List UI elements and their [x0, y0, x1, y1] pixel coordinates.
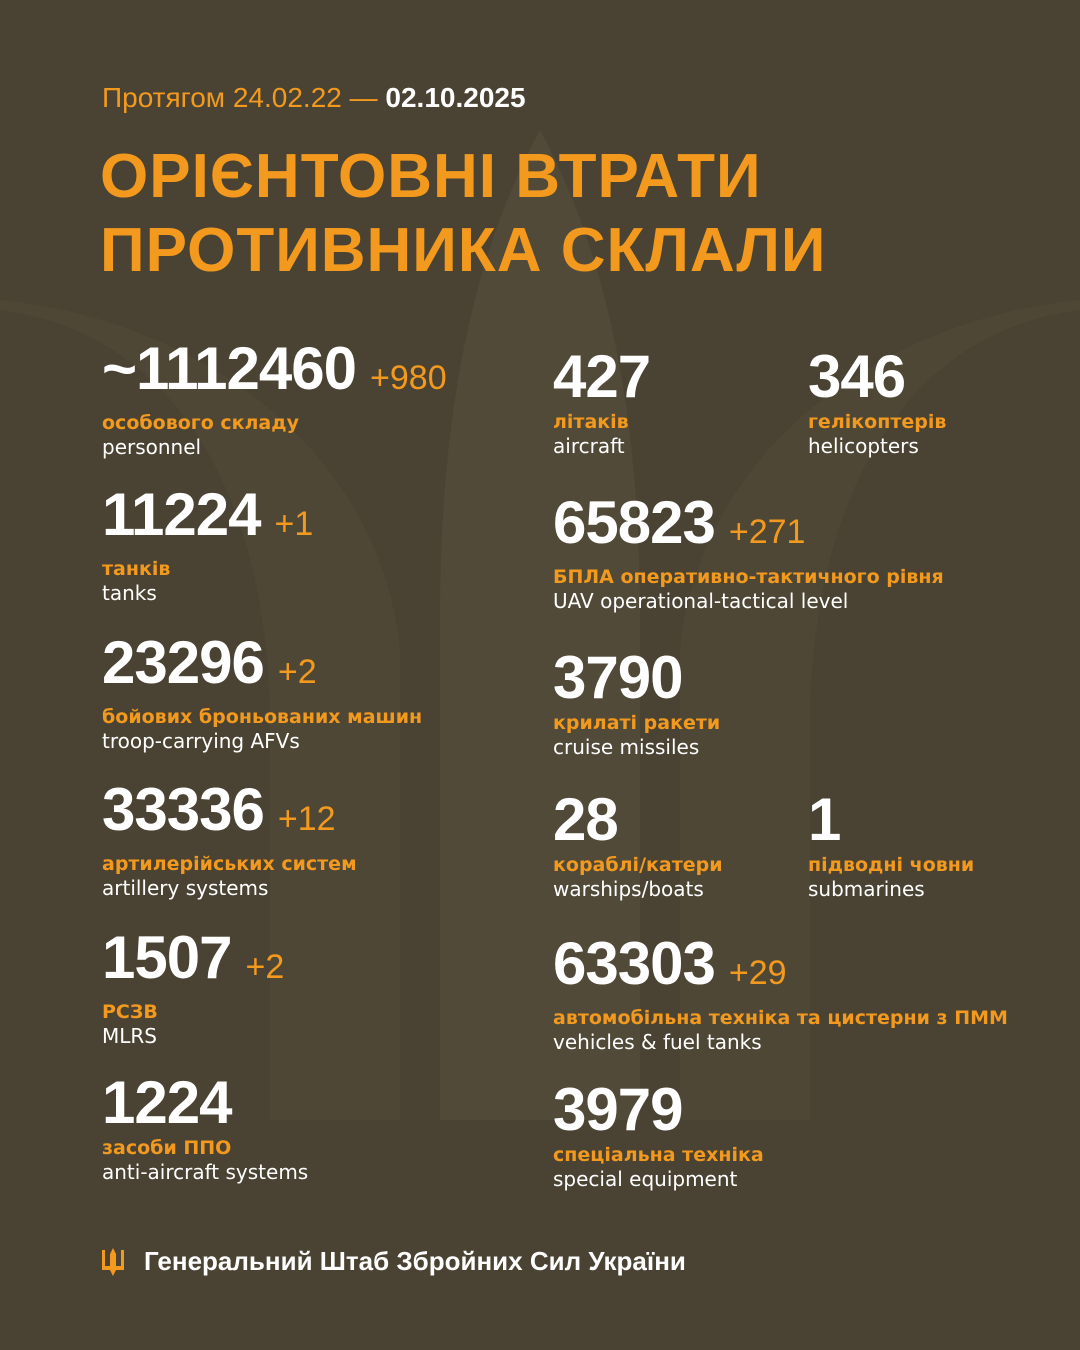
- stat-value: 28: [553, 789, 723, 851]
- stat-value: 3979: [553, 1079, 764, 1141]
- stat-number: ~1112460: [102, 335, 357, 402]
- stat-aircraft: 427 літаків aircraft: [553, 343, 651, 459]
- stat-number: 346: [808, 343, 906, 410]
- stat-number: 33336: [102, 776, 265, 843]
- stat-air-defense: 1224 засоби ППО anti-aircraft systems: [102, 1072, 308, 1185]
- stat-number: 23296: [102, 629, 265, 696]
- stat-label-en: personnel: [102, 435, 202, 459]
- stat-mlrs: 1507 +2 РСЗВ MLRS: [102, 927, 284, 1049]
- stat-number: 3979: [553, 1076, 683, 1143]
- stat-number: 65823: [553, 489, 716, 556]
- stat-personnel: ~1112460 +980 особового складу personnel: [102, 338, 447, 460]
- stat-submarines: 1 підводні човни submarines: [808, 789, 974, 902]
- stat-delta: +2: [245, 948, 285, 986]
- stat-warships: 28 кораблі/катери warships/boats: [553, 789, 723, 902]
- stat-number: 1507: [102, 924, 232, 991]
- stat-delta: +1: [274, 505, 314, 543]
- stat-value: 427: [553, 343, 651, 410]
- stat-vehicles: 63303 +29 автомобільна техніка та цистерн…: [553, 933, 1008, 1055]
- stat-label-ua: кораблі/катери: [553, 854, 723, 876]
- stat-label-en: UAV operational-tactical level: [553, 589, 849, 613]
- stat-delta: +12: [277, 800, 336, 838]
- stat-label-ua: бойових броньованих машин: [102, 706, 423, 728]
- stat-label-ua: автомобільна техніка та цистерни з ПММ: [553, 1007, 1008, 1029]
- stat-value: 65823 +271: [553, 492, 944, 563]
- stat-number: 1224: [102, 1069, 232, 1136]
- stat-value: ~1112460 +980: [102, 338, 447, 409]
- stat-value: 1224: [102, 1072, 308, 1134]
- stat-label-ua: РСЗВ: [102, 1001, 158, 1023]
- stat-label-en: aircraft: [553, 434, 625, 458]
- stat-number: 63303: [553, 930, 716, 997]
- title-line-1: ОРІЄНТОВНІ ВТРАТИ: [100, 142, 762, 211]
- stat-special-equipment: 3979 спеціальна техніка special equipmen…: [553, 1079, 764, 1192]
- stat-label-en: warships/boats: [553, 877, 704, 901]
- stat-delta: +980: [370, 359, 447, 397]
- stat-value: 346: [808, 346, 946, 408]
- stat-label-ua: особового складу: [102, 412, 299, 434]
- stat-label-en: special equipment: [553, 1167, 738, 1191]
- stat-label-ua: літаків: [553, 411, 629, 433]
- stat-label-ua: гелікоптерів: [808, 411, 947, 433]
- stat-value: 33336 +12: [102, 779, 357, 850]
- period: Протягом 24.02.22 — 02.10.2025: [102, 82, 526, 114]
- stat-delta: +271: [728, 513, 806, 551]
- stat-label-en: cruise missiles: [553, 735, 700, 759]
- footer-text: Генеральний Штаб Збройних Сил України: [144, 1246, 686, 1276]
- stat-label-ua: підводні човни: [808, 854, 975, 876]
- period-end: 02.10.2025: [385, 82, 526, 113]
- stat-number: 28: [553, 786, 619, 853]
- trident-icon: [102, 1247, 124, 1276]
- stat-afv: 23296 +2 бойових броньованих машин troop-…: [102, 632, 422, 754]
- stat-helicopters: 346 гелікоптерів helicopters: [808, 346, 946, 459]
- stat-label-en: tanks: [102, 581, 157, 605]
- stat-tanks: 11224 +1 танків tanks: [102, 484, 313, 606]
- stat-value: 63303 +29: [553, 933, 1008, 1004]
- stat-label-en: MLRS: [102, 1024, 157, 1048]
- stat-label-en: vehicles & fuel tanks: [553, 1030, 762, 1054]
- stat-label-en: helicopters: [808, 434, 919, 458]
- stat-label-ua: танків: [102, 558, 171, 580]
- stat-label-ua: артилерійських систем: [102, 853, 357, 875]
- stat-number: 3790: [553, 644, 683, 711]
- stat-cruise-missiles: 3790 крилаті ракети cruise missiles: [553, 647, 720, 760]
- stat-uav: 65823 +271 БПЛА оперативно-тактичного рів…: [553, 492, 944, 614]
- period-start: Протягом 24.02.22 —: [102, 82, 378, 113]
- stat-label-en: submarines: [808, 877, 925, 901]
- stat-value: 23296 +2: [102, 632, 422, 703]
- stat-label-ua: спеціальна техніка: [553, 1144, 764, 1166]
- stat-value: 11224 +1: [102, 484, 313, 555]
- stat-delta: +2: [277, 653, 317, 691]
- page-title: ОРІЄНТОВНІ ВТРАТИ ПРОТИВНИКА СКЛАЛИ: [100, 140, 826, 288]
- stat-label-ua: крилаті ракети: [553, 712, 721, 734]
- stat-label-ua: БПЛА оперативно-тактичного рівня: [553, 566, 944, 588]
- stat-number: 11224: [102, 481, 262, 548]
- stat-artillery: 33336 +12 артилерійських систем artillery…: [102, 779, 357, 901]
- stat-number: 427: [553, 343, 651, 410]
- title-line-2: ПРОТИВНИКА СКЛАЛИ: [100, 216, 827, 285]
- stat-label-en: troop-carrying AFVs: [102, 729, 300, 753]
- stat-label-en: artillery systems: [102, 876, 269, 900]
- stat-value: 1507 +2: [102, 927, 284, 998]
- stat-value: 1: [808, 789, 974, 851]
- stat-label-en: anti-aircraft systems: [102, 1160, 309, 1184]
- stat-value: 3790: [553, 647, 720, 709]
- stat-delta: +29: [728, 954, 787, 992]
- stat-number: 1: [808, 786, 841, 853]
- stat-label-ua: засоби ППО: [102, 1137, 232, 1159]
- footer: Генеральний Штаб Збройних Сил України: [100, 1246, 686, 1277]
